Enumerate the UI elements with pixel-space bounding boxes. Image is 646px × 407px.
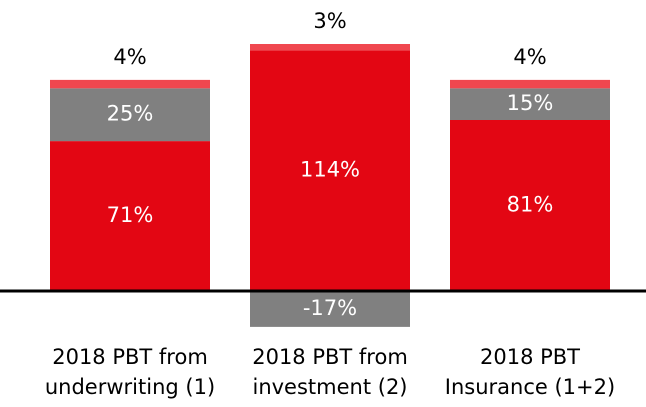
x-tick-label: 2018 PBT from [252, 345, 408, 369]
data-label: 114% [300, 158, 360, 182]
x-tick-label: 2018 PBT from [52, 345, 208, 369]
data-label: -17% [303, 296, 357, 320]
bar-segment [250, 291, 410, 327]
x-tick-label: underwriting (1) [45, 375, 215, 399]
x-tick-label: Insurance (1+2) [445, 375, 615, 399]
data-label: 15% [507, 91, 554, 115]
bar-segment [50, 88, 210, 142]
x-tick-label: investment (2) [252, 375, 407, 399]
data-label: 4% [513, 45, 546, 69]
data-label: 71% [107, 203, 154, 227]
bar-segment [450, 88, 610, 120]
bar-segment [50, 79, 210, 89]
bar-segment [450, 120, 610, 291]
bar-segment [250, 50, 410, 292]
bar-segment [250, 44, 410, 51]
bar-segment [50, 141, 210, 291]
x-tick-label: 2018 PBT [480, 345, 580, 369]
data-label: 81% [507, 193, 554, 217]
data-label: 4% [113, 45, 146, 69]
data-label: 25% [107, 102, 154, 126]
data-label: 3% [313, 9, 346, 33]
bar-segment [450, 79, 610, 89]
